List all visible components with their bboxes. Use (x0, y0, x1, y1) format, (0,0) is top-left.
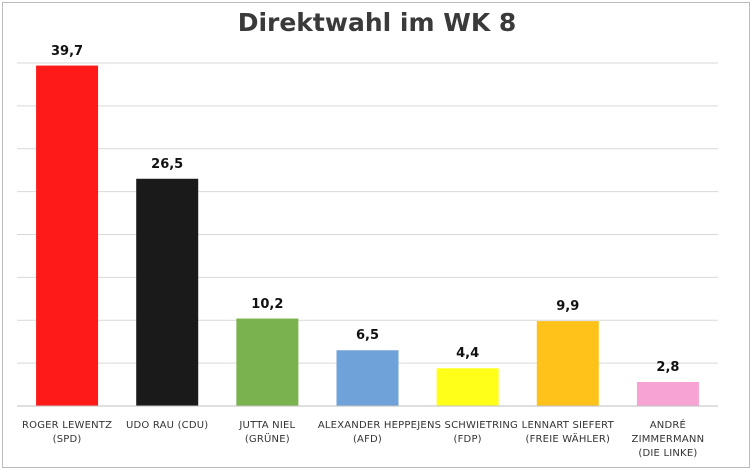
category-label-line: JUTTA NIEL (239, 420, 296, 431)
value-label: 2,8 (656, 359, 680, 375)
category-label: LENNART SIEFERT (FREIE WÄHLER) (513, 419, 623, 447)
bar (636, 381, 699, 406)
category-label-line: (FREIE WÄHLER) (525, 434, 611, 445)
bar (136, 178, 199, 406)
category-label: JENS SCHWIETRING (FDP) (413, 419, 523, 447)
value-label: 26,5 (151, 156, 184, 172)
category-label-line: UDO RAU (CDU) (126, 420, 209, 431)
category-label: ANDRÉ ZIMMERMANN (DIE LINKE) (613, 419, 723, 461)
bar (236, 318, 299, 406)
value-label: 4,4 (456, 346, 480, 362)
category-label: ALEXANDER HEPPE (AFD) (313, 419, 423, 447)
category-label-line: JENS SCHWIETRING (417, 420, 518, 431)
value-label: 6,5 (355, 328, 380, 344)
category-label-line: ZIMMERMANN (631, 434, 705, 445)
category-label-line: (AFD) (352, 434, 383, 445)
value-label: 39,7 (51, 43, 84, 59)
category-label-line: (DIE LINKE) (638, 448, 698, 459)
value-label: 9,9 (556, 299, 580, 315)
category-label-line: (GRÜNE) (244, 434, 290, 445)
category-label: ROGER LEWENTZ (SPD) (12, 419, 122, 447)
category-label: UDO RAU (CDU) (112, 419, 222, 433)
category-label-line: (SPD) (52, 434, 82, 445)
bar (36, 65, 99, 406)
category-label-line: ANDRÉ (649, 420, 687, 431)
category-label-line: LENNART SIEFERT (521, 420, 614, 431)
chart-title: Direktwahl im WK 8 (237, 8, 517, 37)
category-label-line: ALEXANDER HEPPE (317, 420, 418, 431)
bar (536, 321, 599, 406)
bar (436, 368, 499, 406)
category-label-line: ROGER LEWENTZ (21, 420, 113, 431)
value-label: 10,2 (251, 296, 284, 312)
bar (336, 350, 399, 406)
category-label: JUTTA NIEL (GRÜNE) (212, 419, 322, 447)
category-label-line: (FDP) (453, 434, 482, 445)
